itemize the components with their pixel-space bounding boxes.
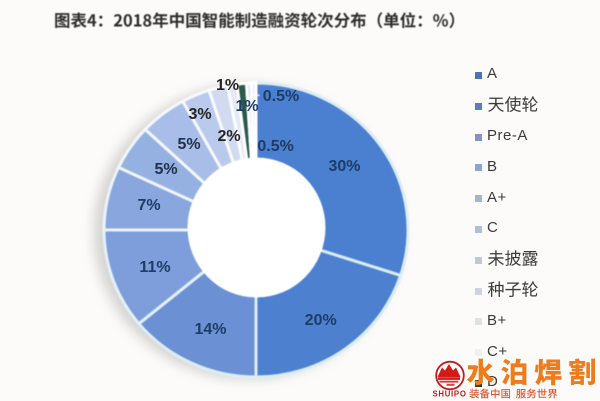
svg-text:SHUIPO: SHUIPO [433,390,467,399]
